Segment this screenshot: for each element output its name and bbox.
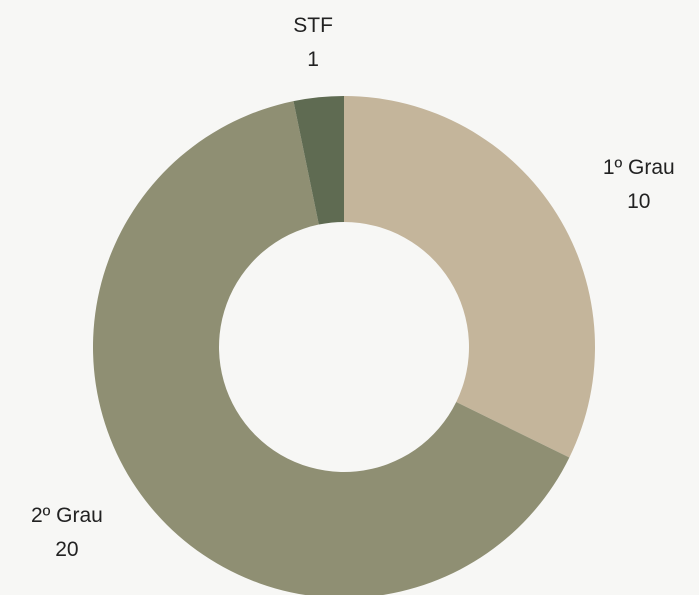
donut-slice bbox=[93, 101, 570, 595]
donut-slice bbox=[293, 96, 344, 225]
donut-slice bbox=[344, 96, 596, 458]
slice-label: STF bbox=[293, 14, 333, 37]
slice-value: 20 bbox=[55, 538, 78, 561]
slice-label: 2º Grau bbox=[31, 504, 103, 527]
slice-value: 1 bbox=[307, 48, 319, 71]
slice-value: 10 bbox=[627, 190, 650, 213]
slice-label: 1º Grau bbox=[603, 156, 675, 179]
